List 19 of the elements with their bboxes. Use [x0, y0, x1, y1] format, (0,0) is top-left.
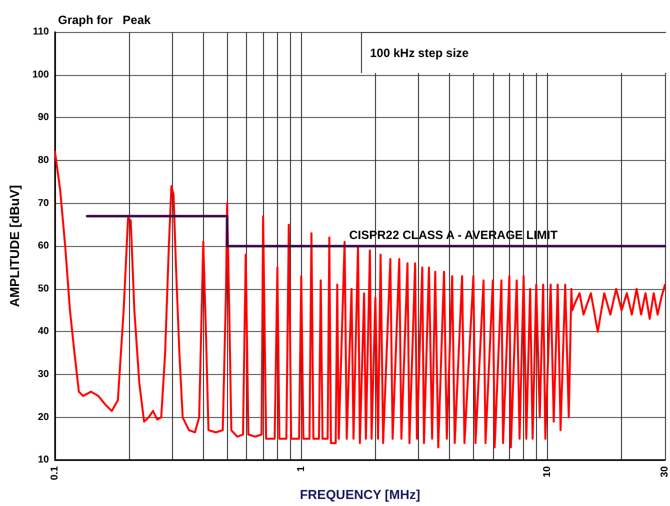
- y-tick-label: 70: [38, 198, 50, 209]
- x-tick-label: 30: [660, 466, 670, 478]
- note-box: 100 kHz step size: [361, 32, 666, 73]
- y-tick-label: 50: [38, 283, 50, 294]
- y-tick-label: 20: [38, 412, 50, 423]
- x-tick-label: 10: [542, 466, 554, 478]
- x-tick-label: 1: [296, 466, 307, 472]
- y-tick-label: 30: [38, 369, 50, 380]
- y-tick-label: 110: [32, 26, 50, 38]
- y-tick-label: 10: [38, 454, 50, 466]
- y-tick-label: 40: [38, 326, 50, 338]
- y-tick-label: 100: [32, 69, 50, 80]
- y-tick-label: 60: [38, 240, 50, 252]
- x-axis-title: FREQUENCY [MHz]: [300, 487, 420, 502]
- y-tick-label: 90: [38, 112, 50, 124]
- x-tick-label: 0.1: [50, 466, 60, 480]
- y-tick-label: 80: [38, 154, 50, 166]
- chart-title: Graph for Peak: [58, 13, 152, 27]
- y-axis-title: AMPLITUDE [dBuV]: [7, 185, 22, 308]
